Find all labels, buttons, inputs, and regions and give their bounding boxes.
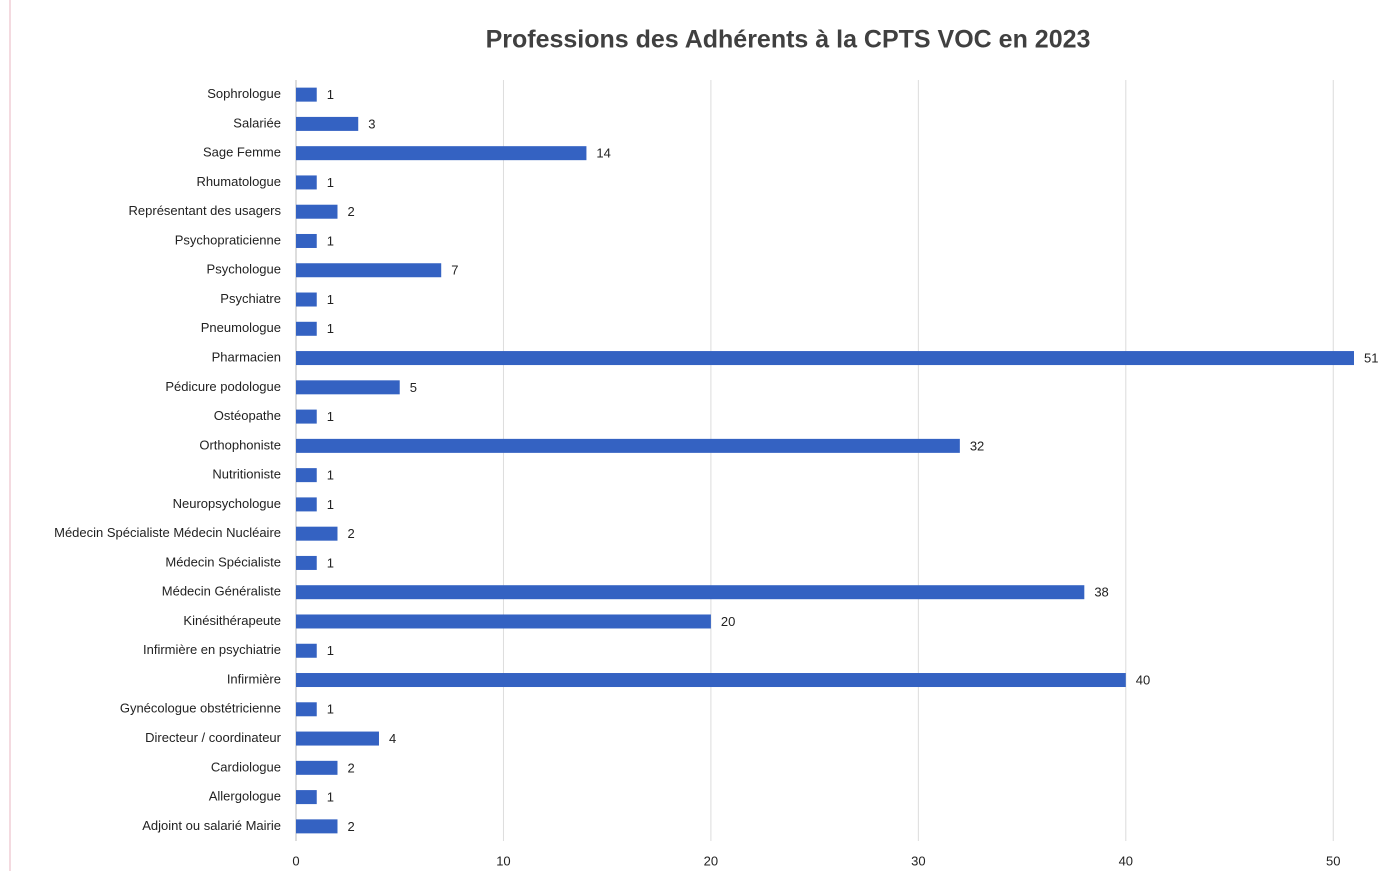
bar: [296, 321, 317, 336]
data-label: 1: [327, 87, 334, 102]
y-tick-label: Pneumologue: [201, 320, 281, 335]
bar: [296, 87, 317, 102]
bar: [296, 468, 317, 483]
bar: [296, 819, 338, 834]
data-label: 1: [327, 555, 334, 570]
y-tick-label: Rhumatologue: [196, 174, 281, 189]
y-tick-label: Psychologue: [207, 262, 281, 277]
y-tick-label: Salariée: [233, 115, 281, 130]
data-label: 2: [347, 204, 354, 219]
data-label: 14: [596, 146, 610, 161]
bar: [296, 731, 379, 746]
data-label: 1: [327, 643, 334, 658]
y-tick-label: Sophrologue: [207, 86, 281, 101]
bar: [296, 526, 338, 541]
y-tick-label: Pharmacien: [212, 349, 281, 364]
bar: [296, 673, 1126, 688]
y-tick-label: Sage Femme: [203, 145, 281, 160]
bar: [296, 116, 359, 131]
x-tick-label: 40: [1119, 853, 1133, 868]
y-tick-label: Ostéopathe: [214, 408, 281, 423]
x-tick-label: 10: [496, 853, 510, 868]
data-label: 38: [1094, 585, 1108, 600]
bar: [296, 438, 960, 453]
y-tick-label: Neuropsychologue: [173, 496, 281, 511]
y-tick-label: Médecin Généraliste: [162, 584, 281, 599]
y-tick-label: Médecin Spécialiste: [165, 554, 281, 569]
bar: [296, 790, 317, 805]
data-label: 1: [327, 790, 334, 805]
y-tick-label: Gynécologue obstétricienne: [120, 701, 281, 716]
data-label: 32: [970, 438, 984, 453]
bar: [296, 380, 400, 395]
data-label: 1: [327, 468, 334, 483]
data-label: 1: [327, 321, 334, 336]
bar: [296, 555, 317, 570]
data-label: 2: [347, 819, 354, 834]
x-tick-label: 50: [1326, 853, 1340, 868]
data-label: 1: [327, 233, 334, 248]
x-tick-label: 20: [704, 853, 718, 868]
y-tick-label: Pédicure podologue: [165, 379, 281, 394]
data-label: 7: [451, 263, 458, 278]
data-label: 1: [327, 175, 334, 190]
y-tick-label: Médecin Spécialiste Médecin Nucléaire: [54, 525, 281, 540]
data-label: 1: [327, 497, 334, 512]
bar: [296, 204, 338, 219]
bar: [296, 263, 442, 278]
y-tick-label: Infirmière en psychiatrie: [143, 642, 281, 657]
y-tick-label: Kinésithérapeute: [183, 613, 281, 628]
bar: [296, 175, 317, 190]
data-label: 20: [721, 614, 735, 629]
y-tick-label: Allergologue: [209, 789, 281, 804]
bar: [296, 702, 317, 717]
y-tick-label: Adjoint ou salarié Mairie: [142, 818, 281, 833]
data-label: 2: [347, 526, 354, 541]
data-label: 4: [389, 731, 396, 746]
bar: [296, 614, 711, 629]
y-tick-label: Cardiologue: [211, 759, 281, 774]
data-label: 1: [327, 292, 334, 307]
bar: [296, 643, 317, 658]
y-tick-label: Orthophoniste: [199, 437, 281, 452]
x-tick-label: 30: [911, 853, 925, 868]
data-label: 51: [1364, 350, 1378, 365]
y-tick-label: Psychopraticienne: [175, 232, 281, 247]
y-tick-label: Représentant des usagers: [129, 203, 282, 218]
x-tick-label: 0: [292, 853, 299, 868]
data-label: 3: [368, 116, 375, 131]
y-tick-label: Psychiatre: [220, 291, 281, 306]
y-tick-label: Infirmière: [227, 671, 281, 686]
data-label: 2: [347, 760, 354, 775]
data-label: 1: [327, 409, 334, 424]
bar: [296, 760, 338, 775]
bar: [296, 409, 317, 424]
chart-title: Professions des Adhérents à la CPTS VOC …: [486, 26, 1091, 54]
data-label: 1: [327, 702, 334, 717]
data-label: 5: [410, 380, 417, 395]
bar: [296, 497, 317, 512]
bar: [296, 585, 1085, 600]
bar: [296, 292, 317, 307]
bar: [296, 146, 587, 161]
bar: [296, 351, 1354, 366]
bar: [296, 233, 317, 248]
y-tick-label: Nutritioniste: [212, 467, 281, 482]
data-label: 40: [1136, 672, 1150, 687]
y-tick-label: Directeur / coordinateur: [145, 730, 282, 745]
